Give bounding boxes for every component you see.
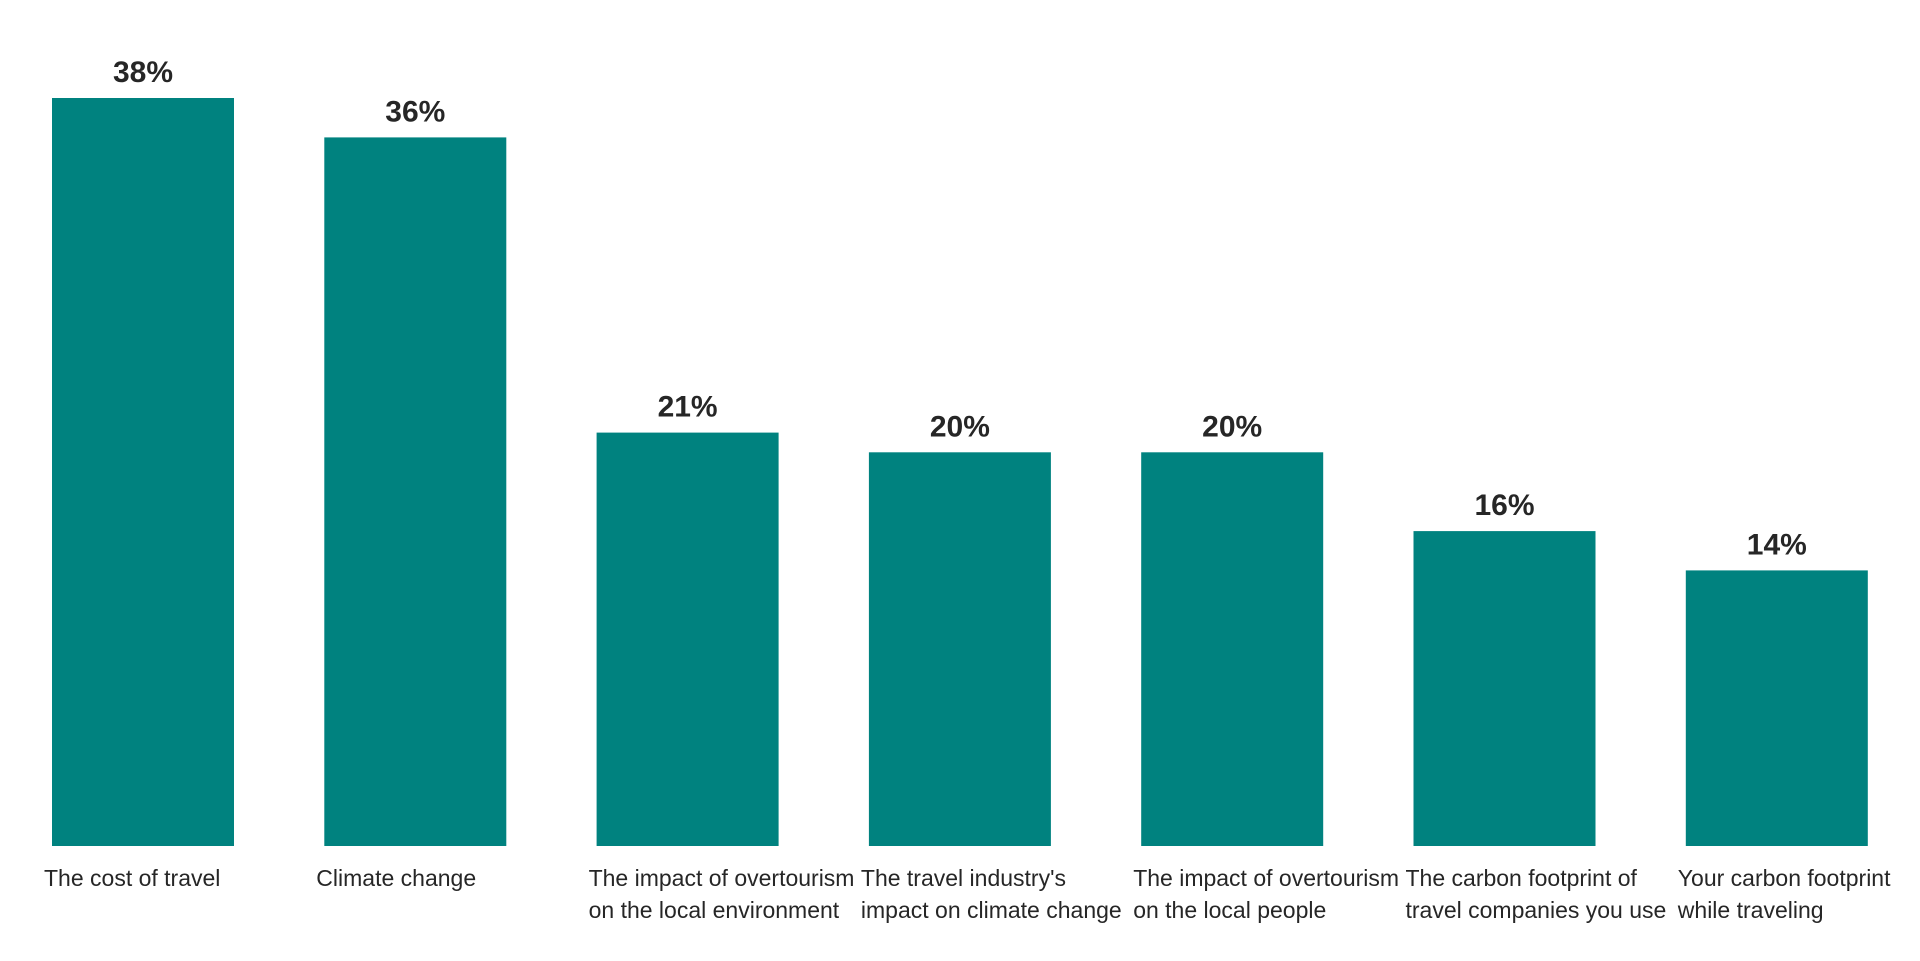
bar-value-label: 20% [930, 410, 990, 443]
bar-value-label: 38% [113, 56, 173, 89]
category-label: The travel industry's impact on climate … [860, 865, 1122, 923]
category-label: Your carbon footprint while traveling [1677, 865, 1891, 923]
bar-6 [1413, 531, 1596, 846]
category-label: The carbon footprint of travel companies… [1405, 865, 1667, 923]
bar-value-label: 14% [1747, 528, 1807, 561]
bar-5 [1141, 452, 1324, 846]
category-label: Climate change [316, 865, 477, 891]
category-label: The impact of overtourism on the local e… [588, 865, 855, 923]
bar-value-label: 21% [658, 391, 718, 424]
bars-group [52, 98, 1868, 846]
bar-2 [324, 137, 507, 846]
value-labels-group: 38% 36% 21% 20% 20% 16% 14% [113, 56, 1807, 561]
bar-4 [868, 452, 1051, 846]
category-label: The impact of overtourism on the local p… [1133, 865, 1400, 923]
bar-7 [1685, 570, 1868, 846]
bar-value-label: 16% [1474, 489, 1534, 522]
bar-value-label: 20% [1202, 410, 1262, 443]
category-label: The cost of travel [44, 865, 221, 891]
bar-3 [596, 432, 779, 846]
bar-1 [52, 98, 234, 846]
bar-value-label: 36% [385, 95, 445, 128]
